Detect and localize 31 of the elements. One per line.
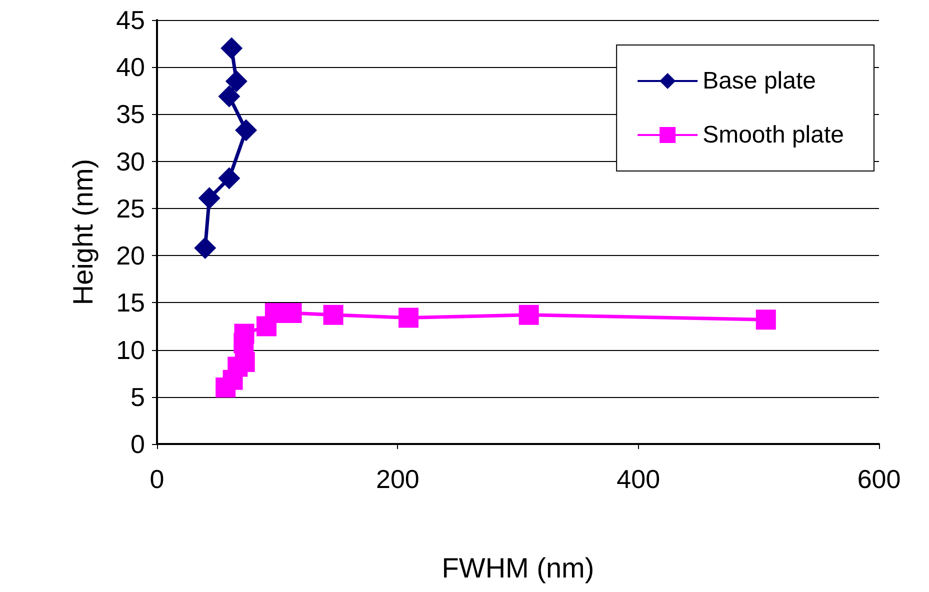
- x-tick-label: 0: [150, 464, 164, 494]
- point: [235, 119, 258, 142]
- y-tick-label: 15: [116, 288, 145, 318]
- y-tick-label: 10: [116, 334, 145, 365]
- y-tick-label: 40: [116, 52, 145, 82]
- point: [398, 308, 418, 328]
- point: [518, 304, 539, 325]
- point: [194, 237, 216, 260]
- x-axis-title: FWHM (nm): [442, 552, 594, 584]
- y-tick-label: 35: [116, 99, 145, 130]
- y-tick-label: 5: [130, 382, 145, 412]
- y-tick-label: 45: [116, 5, 145, 35]
- point: [225, 70, 248, 92]
- y-axis-title: Height (nm): [68, 158, 98, 306]
- x-tick-label: 400: [616, 464, 660, 494]
- point: [323, 304, 344, 325]
- legend-label: Smooth plate: [702, 122, 844, 148]
- y-tick-label: 20: [116, 240, 145, 271]
- point: [756, 310, 776, 330]
- point: [220, 37, 243, 60]
- point: [218, 167, 240, 190]
- y-tick-label: 30: [116, 146, 145, 176]
- y-tick-label: 0: [130, 429, 145, 459]
- x-tick-label: 600: [857, 464, 901, 494]
- y-tick-label: 25: [116, 193, 145, 224]
- point: [198, 187, 220, 210]
- x-tick-label: 200: [376, 464, 420, 494]
- legend-label: Base plate: [702, 68, 816, 94]
- point: [234, 324, 254, 344]
- point: [218, 85, 240, 108]
- point: [234, 352, 255, 372]
